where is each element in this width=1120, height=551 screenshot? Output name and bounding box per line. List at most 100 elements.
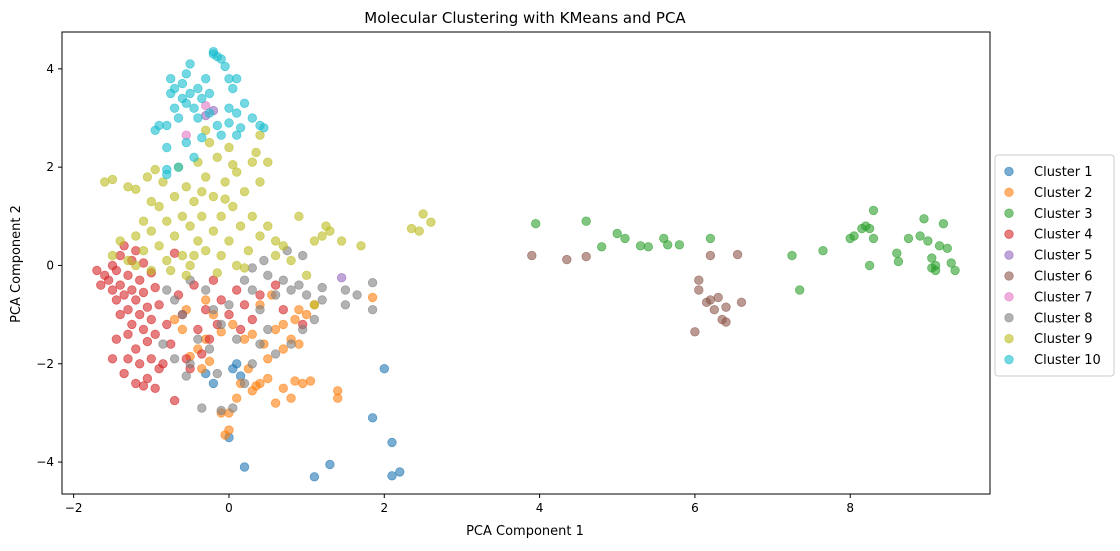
data-point [107,250,118,261]
data-point [239,98,250,109]
data-point [107,354,118,364]
data-point [158,339,168,349]
data-point [111,334,122,344]
data-point [367,413,378,423]
data-point [189,152,199,163]
data-point [705,233,716,244]
data-point [220,61,230,72]
data-point [138,258,149,268]
legend-marker [1004,208,1014,218]
data-point [263,270,273,281]
data-point [228,319,238,330]
legend-marker [1004,354,1014,365]
data-point [255,231,265,241]
data-point [379,364,390,374]
series-cluster-7 [181,100,211,140]
data-point [212,368,223,379]
data-point [239,334,250,344]
data-point [927,253,937,263]
data-point [950,265,960,276]
data-point [173,113,184,123]
data-point [216,54,226,64]
series-cluster-3 [531,205,960,295]
data-point [123,354,133,364]
series-cluster-8 [158,245,378,416]
data-point [340,285,351,295]
data-point [387,437,397,448]
data-point [216,130,226,140]
data-point [169,295,180,305]
data-point [317,295,327,305]
data-point [239,300,250,310]
data-point [713,292,723,303]
data-point [934,241,945,251]
data-point [138,245,149,256]
data-point [131,231,141,241]
data-point [255,177,265,187]
data-point [247,263,258,273]
data-point [251,147,261,158]
data-point [150,164,160,175]
data-point [705,250,716,261]
data-point [278,344,289,354]
y-tick-label: 4 [46,62,54,76]
data-point [146,354,157,364]
data-point [165,73,176,84]
legend-marker [1004,250,1014,260]
data-point [212,268,223,278]
data-point [115,280,125,290]
legend-box [994,154,1115,377]
data-point [247,359,258,369]
data-point [301,309,312,320]
data-point [204,137,215,148]
data-point [115,309,125,320]
data-point [208,226,219,236]
data-point [395,467,405,477]
data-point [255,378,265,389]
data-point [674,240,685,250]
data-point [387,471,397,481]
data-point [694,275,704,285]
data-point [597,242,607,252]
legend-marker [1004,292,1014,302]
data-point [208,191,219,202]
data-point [162,169,172,180]
data-point [915,231,925,241]
data-point [527,250,537,261]
data-point [259,123,269,133]
y-tick-label: −2 [36,357,54,371]
data-point [138,216,149,226]
chart-title: Molecular Clustering with KMeans and PCA [364,9,686,27]
data-point [247,157,258,167]
series-cluster-4 [92,241,308,406]
legend-label: Cluster 2 [1034,186,1093,201]
data-point [193,334,203,344]
data-point [721,302,731,312]
legend-marker [1004,187,1014,198]
data-point [99,177,110,187]
legend-label: Cluster 6 [1034,269,1093,284]
data-point [923,236,933,246]
data-point [158,359,168,369]
data-point [247,113,258,123]
data-point [189,103,199,113]
x-tick-label: 8 [846,501,854,515]
data-point [228,201,238,212]
data-point [270,398,281,408]
data-point [169,103,180,113]
data-point [259,255,269,266]
data-point [146,265,157,276]
x-tick-label: 6 [691,501,699,515]
data-point [123,255,133,266]
plot-frame [61,31,991,495]
data-point [946,258,956,268]
data-point [239,378,250,389]
data-point [103,275,114,285]
data-point [270,236,281,246]
data-point [231,285,242,295]
data-point [154,300,164,310]
data-point [224,103,234,113]
data-point [197,93,207,104]
data-point [868,233,879,244]
data-point [216,405,226,416]
